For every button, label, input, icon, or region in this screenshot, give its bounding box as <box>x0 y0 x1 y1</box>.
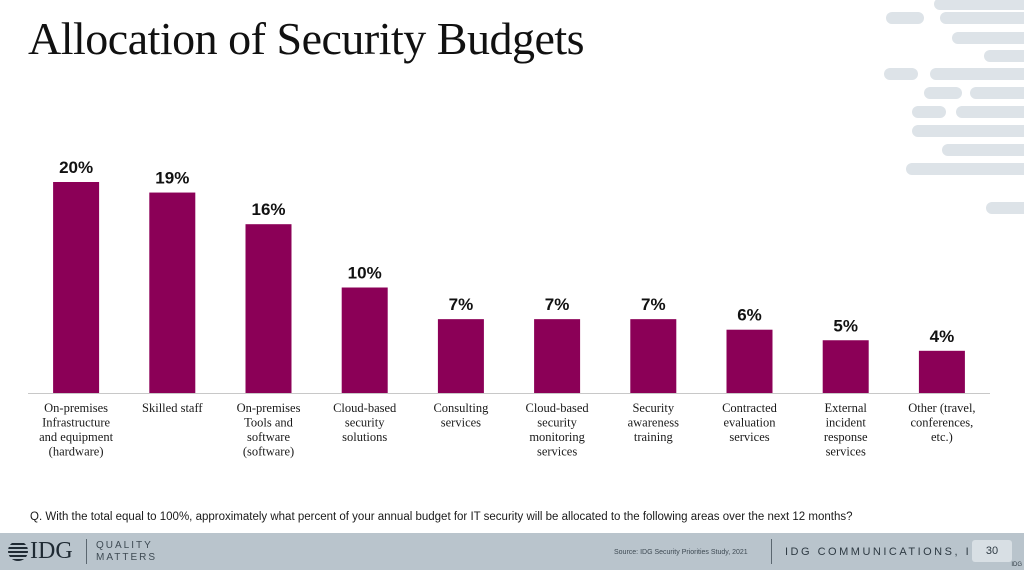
category-label-line: On-premises <box>44 401 108 415</box>
category-label: Consulting services <box>433 401 489 430</box>
logo-text: IDG <box>30 537 73 564</box>
category-label: Cloud-based security monitoring services <box>526 401 590 459</box>
data-label: 20% <box>59 158 93 177</box>
bar <box>534 319 581 393</box>
company-name: IDG COMMUNICATIONS, INC. <box>785 546 998 558</box>
category-label-line: Security <box>632 401 674 415</box>
category-label-line: On-premises <box>237 401 301 415</box>
category-label-line: conferences, <box>910 416 973 430</box>
category-label-line: security <box>537 416 577 430</box>
category-label-line: Other (travel, <box>908 401 975 415</box>
idg-logo: IDG <box>8 537 73 565</box>
category-label-line: etc.) <box>931 430 953 444</box>
globe-icon <box>8 541 28 561</box>
category-label: Security awareness training <box>628 401 679 444</box>
survey-question: Q. With the total equal to 100%, approxi… <box>30 511 853 523</box>
footer-bar: IDG QUALITY MATTERS Source: IDG Security… <box>0 533 1024 570</box>
corner-mark: IDG <box>1011 562 1022 568</box>
data-label: 10% <box>348 264 382 283</box>
category-label: External incident response services <box>824 401 868 459</box>
page-title: Allocation of Security Budgets <box>28 13 585 64</box>
tagline: QUALITY MATTERS <box>96 540 157 564</box>
category-label-line: services <box>537 445 577 459</box>
data-label: 19% <box>155 169 189 188</box>
footer-divider <box>86 539 87 564</box>
category-label-line: training <box>634 430 674 444</box>
footer-divider <box>771 539 772 564</box>
bar <box>53 182 100 393</box>
category-label-line: Contracted <box>722 401 778 415</box>
category-label: Contracted evaluation services <box>722 401 778 444</box>
bar <box>149 192 196 393</box>
source-note: Source: IDG Security Priorities Study, 2… <box>614 549 748 556</box>
category-label-line: Consulting <box>433 401 489 415</box>
category-label-line: Infrastructure <box>42 416 110 430</box>
bar <box>726 329 773 393</box>
bar-chart: 20%On-premises Infrastructure and equipmen… <box>28 158 990 459</box>
data-label: 7% <box>641 295 666 314</box>
bar <box>918 350 965 393</box>
category-label: On-premises Tools and software (software) <box>237 401 301 459</box>
category-label: On-premises Infrastructure and equipment (h… <box>39 401 113 459</box>
bar <box>245 224 292 393</box>
tagline-line-1: QUALITY <box>96 540 153 551</box>
category-label-line: Cloud-based <box>333 401 397 415</box>
data-label: 4% <box>930 327 955 346</box>
category-label: Cloud-based security solutions <box>333 401 397 444</box>
category-label-line: and equipment <box>39 430 113 444</box>
bar <box>341 287 388 393</box>
category-label-line: services <box>826 445 866 459</box>
category-label-line: solutions <box>342 430 387 444</box>
category-label: Other (travel, conferences, etc.) <box>908 401 975 444</box>
bar <box>437 319 484 393</box>
tagline-line-2: MATTERS <box>96 552 158 563</box>
bar <box>630 319 677 393</box>
category-label-line: Tools and <box>244 416 294 430</box>
data-label: 7% <box>545 295 570 314</box>
category-label-line: Cloud-based <box>526 401 590 415</box>
data-label: 7% <box>449 295 474 314</box>
category-label-line: security <box>345 416 385 430</box>
category-label-line: response <box>824 430 868 444</box>
page-number: 30 <box>972 540 1012 562</box>
data-label: 5% <box>833 316 858 335</box>
category-label-line: incident <box>826 416 867 430</box>
category-label-line: evaluation <box>723 416 776 430</box>
category-label-line: awareness <box>628 416 679 430</box>
category-label-line: (hardware) <box>49 445 104 459</box>
data-label: 16% <box>251 200 285 219</box>
category-label-line: External <box>825 401 868 415</box>
data-label: 6% <box>737 306 762 325</box>
category-label-line: services <box>441 416 481 430</box>
bar <box>822 340 869 393</box>
category-label: Skilled staff <box>142 401 203 415</box>
category-label-line: monitoring <box>529 430 585 444</box>
category-label-line: Skilled staff <box>142 401 203 415</box>
category-label-line: (software) <box>243 445 294 459</box>
category-label-line: services <box>729 430 769 444</box>
category-label-line: software <box>247 430 290 444</box>
